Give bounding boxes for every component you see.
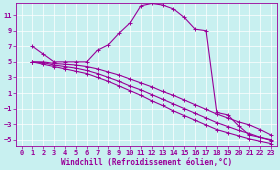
X-axis label: Windchill (Refroidissement éolien,°C): Windchill (Refroidissement éolien,°C)	[61, 158, 232, 167]
